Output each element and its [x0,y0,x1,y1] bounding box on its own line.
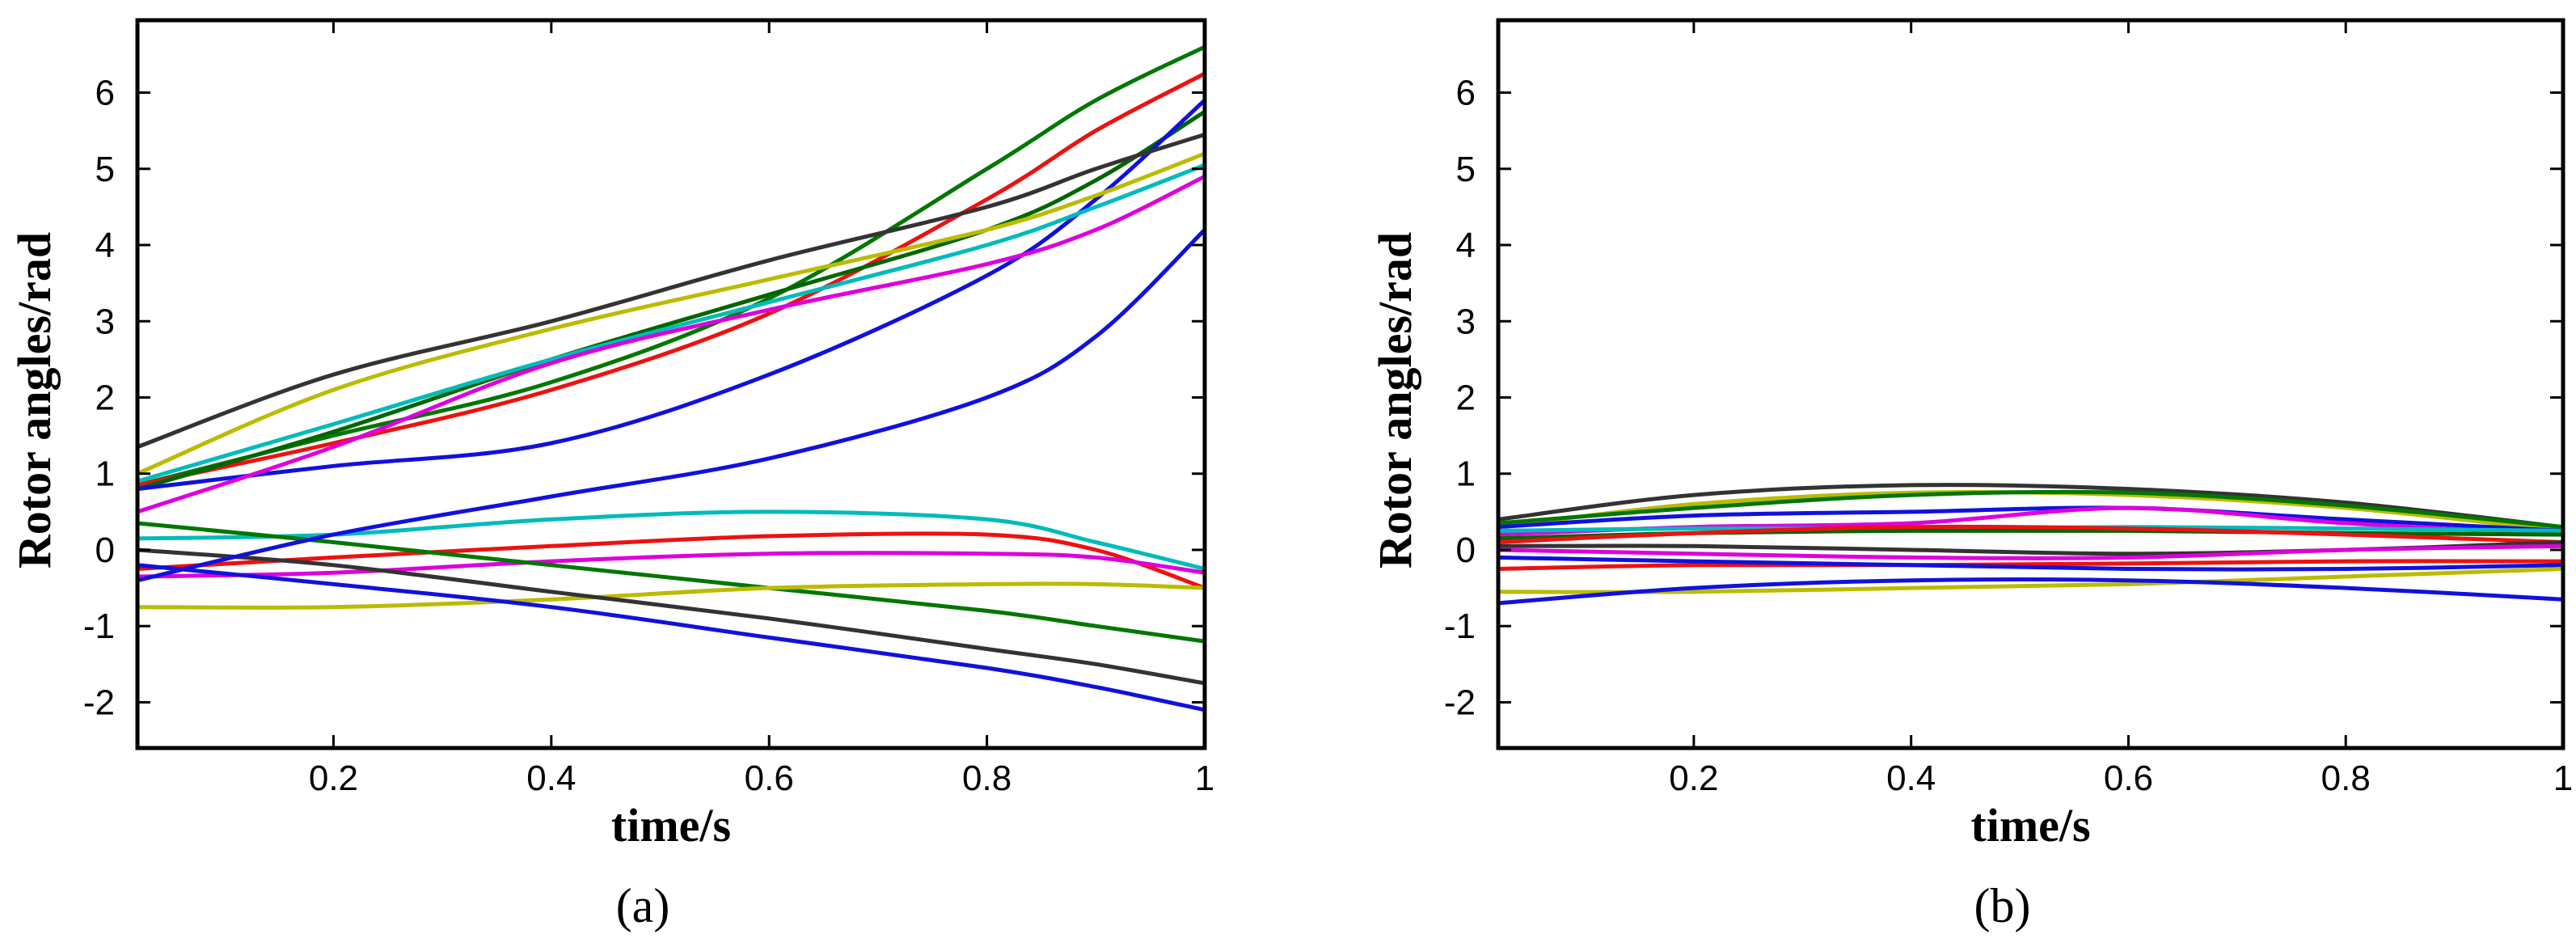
y-tick-label-a-6: 3 [95,302,115,341]
plot-frame-b [1496,18,2565,750]
series-line-a-10 [137,531,1206,590]
x-tick-label-b-5: 1 [2553,759,2573,798]
series-line-b-12 [1497,555,2564,572]
x-axis-label-b: time/s [1970,799,2090,852]
y-tick-label-b-3: 0 [1456,530,1476,570]
series-line-a-11 [137,551,1206,579]
y-tick-label-b-4: 1 [1456,454,1476,494]
series-line-a-5 [137,133,1206,450]
y-tick-label-b-7: 4 [1456,226,1476,265]
y-tick-label-b-9: 6 [1456,74,1476,113]
y-axis-label-a: Rotor angles/rad [8,232,61,568]
y-tick-label-b-6: 3 [1456,302,1476,341]
series-line-b-3 [1497,489,2564,530]
series-line-b-8 [1497,524,2564,544]
series-line-a-15 [137,563,1206,712]
x-tick-label-b-3: 0.6 [2104,759,2153,798]
series-line-b-10 [1497,543,2564,560]
x-tick-label-a-1: 0.2 [309,759,358,798]
panel-b: 0.2 0.4 0.6 0.8 1 -2 -1 0 1 2 3 4 5 6 time/s Rotor an… [1369,18,2573,932]
series-line-a-6 [137,151,1206,476]
x-tick-label-b-1: 0.2 [1669,759,1718,798]
x-tick-label-a-5: 1 [1195,759,1214,798]
series-line-b-4 [1497,505,2564,533]
y-tick-label-a-2: -1 [83,607,115,646]
panel-a: 0.2 0.4 0.6 0.8 1 -2 -1 0 1 2 3 4 5 6 time/s Rotor an… [8,18,1214,932]
series-line-a-12 [137,521,1206,644]
plot-frame-a [135,18,1207,750]
series-line-a-16 [137,228,1206,583]
y-tick-label-a-4: 1 [95,454,115,494]
series-line-b-13 [1497,567,2564,594]
x-tick-label-a-2: 0.4 [526,759,576,798]
x-tick-label-a-4: 0.8 [962,759,1011,798]
y-tick-label-a-3: 0 [95,530,115,570]
series-line-a-4 [137,99,1206,492]
y-axis-label-b: Rotor angles/rad [1369,232,1421,568]
y-tick-label-a-7: 4 [95,226,115,265]
series-line-a-13 [137,581,1206,610]
series-line-a-7 [137,163,1206,484]
x-tick-label-a-3: 0.6 [745,759,794,798]
y-tick-label-b-5: 2 [1456,378,1476,417]
series-line-a-2 [137,71,1206,488]
series-line-b-1 [1497,483,2564,530]
y-tick-label-a-8: 5 [95,150,115,189]
caption-a: (a) [616,879,670,932]
y-tick-label-a-5: 2 [95,378,115,417]
y-tick-label-a-1: -2 [83,683,115,722]
y-tick-label-b-8: 5 [1456,150,1476,189]
series-line-a-14 [137,547,1206,686]
y-tick-label-b-1: -2 [1444,683,1476,722]
x-axis-label-a: time/s [611,799,731,852]
x-tick-label-b-2: 0.4 [1886,759,1936,798]
y-tick-label-b-2: -1 [1444,607,1476,646]
series-line-a-3 [137,109,1206,491]
y-tick-label-a-9: 6 [95,74,115,113]
caption-b: (b) [1974,879,2031,932]
series-line-a-1 [137,44,1206,488]
series-line-b-14 [1497,577,2564,606]
x-tick-label-b-4: 0.8 [2321,759,2371,798]
series-line-a-8 [137,174,1206,514]
series-line-b-11 [1497,559,2564,571]
